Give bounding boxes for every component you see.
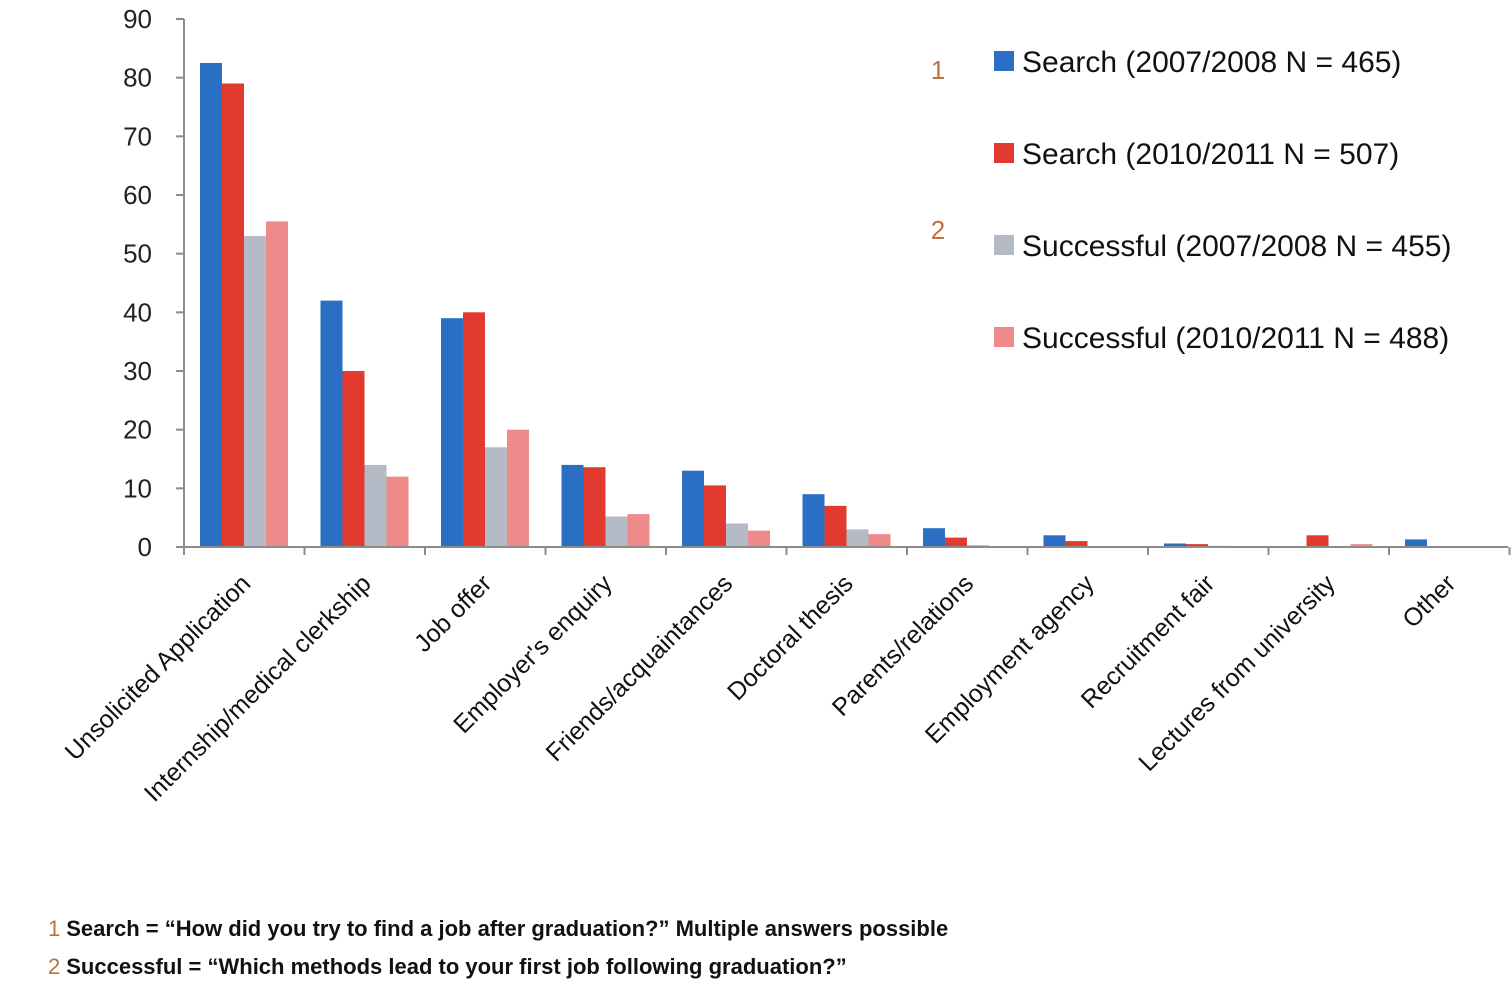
- bar-1-4: [561, 464, 584, 547]
- bar-2-10: [1306, 535, 1329, 547]
- y-tick-label: 0: [138, 532, 152, 562]
- bar-2-3: [463, 312, 485, 547]
- bar-2-6: [824, 505, 847, 547]
- x-category-label: Job offer: [409, 569, 497, 657]
- bar-1-1: [200, 63, 222, 547]
- bar-2-4: [583, 467, 606, 547]
- bar-group: [200, 63, 1427, 547]
- x-category-label: Other: [1397, 569, 1461, 633]
- footnote-2-number: 2: [48, 954, 61, 979]
- bar-3-4: [605, 516, 628, 547]
- bar-2-8: [1065, 541, 1088, 547]
- bar-4-5: [748, 530, 770, 547]
- legend-swatch: [994, 143, 1014, 163]
- bar-3-6: [846, 529, 869, 547]
- bar-4-2: [386, 476, 409, 547]
- bar-2-7: [945, 537, 967, 547]
- footnote-2: 2 Successful = “Which methods lead to you…: [48, 954, 847, 980]
- y-tick-labels: 0 10 20 30 40 50 60 70 80 90: [123, 4, 152, 562]
- y-tick-label: 70: [123, 121, 152, 151]
- x-category-label: Doctoral thesis: [722, 569, 859, 706]
- y-tick-label: 30: [123, 356, 152, 386]
- chart-axes: [176, 18, 1511, 555]
- legend-group-marker: 1: [931, 55, 945, 85]
- legend-label: Search (2010/2011 N = 507): [1022, 138, 1399, 171]
- legend-label: Successful (2010/2011 N = 488): [1022, 322, 1449, 355]
- bar-4-10: [1350, 544, 1373, 547]
- bar-2-5: [704, 485, 726, 547]
- bar-1-7: [923, 528, 945, 547]
- y-tick-label: 60: [123, 180, 152, 210]
- bar-2-2: [342, 371, 365, 547]
- y-tick-label: 10: [123, 473, 152, 503]
- legend-label: Search (2007/2008 N = 465): [1022, 46, 1401, 79]
- legend: Search (2007/2008 N = 465) Search (2010/2…: [931, 46, 1452, 355]
- legend-swatch: [994, 51, 1014, 71]
- footnote-2-text: Successful = “Which methods lead to your…: [66, 954, 847, 979]
- bar-3-3: [485, 447, 507, 547]
- bar-3-2: [364, 464, 387, 547]
- bar-1-6: [802, 494, 825, 547]
- y-tick-label: 20: [123, 415, 152, 445]
- y-tick-label: 40: [123, 297, 152, 327]
- bar-4-1: [266, 221, 288, 547]
- footnote-1-number: 1: [48, 916, 61, 941]
- bar-1-5: [682, 470, 704, 547]
- y-tick-label: 80: [123, 63, 152, 93]
- y-tick-label: 90: [123, 4, 152, 34]
- x-category-label: Lectures from university: [1133, 569, 1341, 777]
- bar-1-3: [441, 318, 463, 547]
- bar-3-5: [726, 523, 748, 547]
- bar-4-3: [507, 429, 529, 547]
- bar-1-9: [1164, 543, 1186, 547]
- y-tick-label: 50: [123, 239, 152, 269]
- legend-swatch: [994, 327, 1014, 347]
- x-category-label: Internship/medical clerkship: [139, 569, 377, 807]
- legend-label: Successful (2007/2008 N = 455): [1022, 230, 1451, 263]
- bar-2-1: [222, 83, 244, 547]
- bar-1-8: [1043, 535, 1066, 547]
- x-category-labels: Unsolicited ApplicationInternship/medica…: [60, 569, 1462, 807]
- bar-1-2: [320, 300, 343, 547]
- footnote-1: 1 Search = “How did you try to find a job…: [48, 916, 948, 942]
- bar-1-11: [1405, 539, 1427, 547]
- bar-4-6: [868, 534, 891, 547]
- legend-group-marker: 2: [931, 215, 945, 245]
- bar-3-1: [244, 236, 266, 547]
- footnote-1-text: Search = “How did you try to find a job …: [66, 916, 949, 941]
- bar-4-4: [627, 514, 650, 547]
- legend-swatch: [994, 235, 1014, 255]
- bar-2-9: [1186, 544, 1208, 547]
